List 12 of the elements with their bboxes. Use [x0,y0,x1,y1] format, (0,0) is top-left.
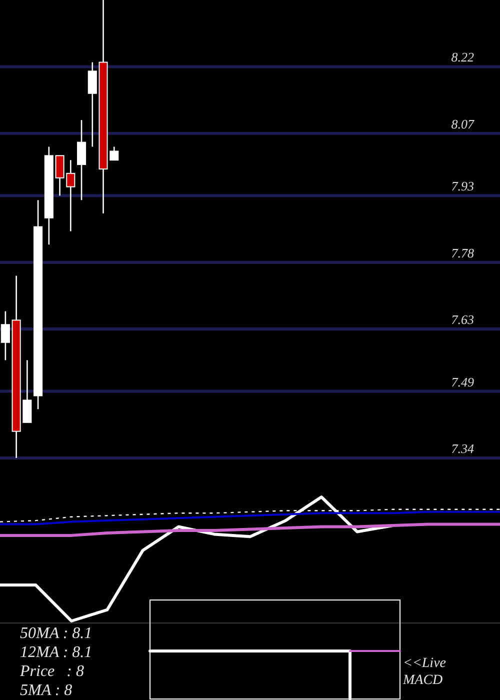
y-tick-label: 7.49 [451,374,474,390]
text: 50MA : 8.1 [20,625,92,642]
text: 5MA : 8 [20,682,72,699]
y-tick-label: 7.93 [451,178,474,194]
y-tick-label: 7.34 [451,441,474,456]
y-tick-label: 8.22 [451,50,474,65]
text: <<Live MACD [402,656,446,688]
y-tick-label: 8.07 [451,116,474,132]
y-tick-label: 7.78 [451,245,474,260]
y-tick-label: 7.63 [451,312,474,328]
text: 12MA : 8.1 [20,644,92,661]
text: Price : 8 [19,663,84,680]
